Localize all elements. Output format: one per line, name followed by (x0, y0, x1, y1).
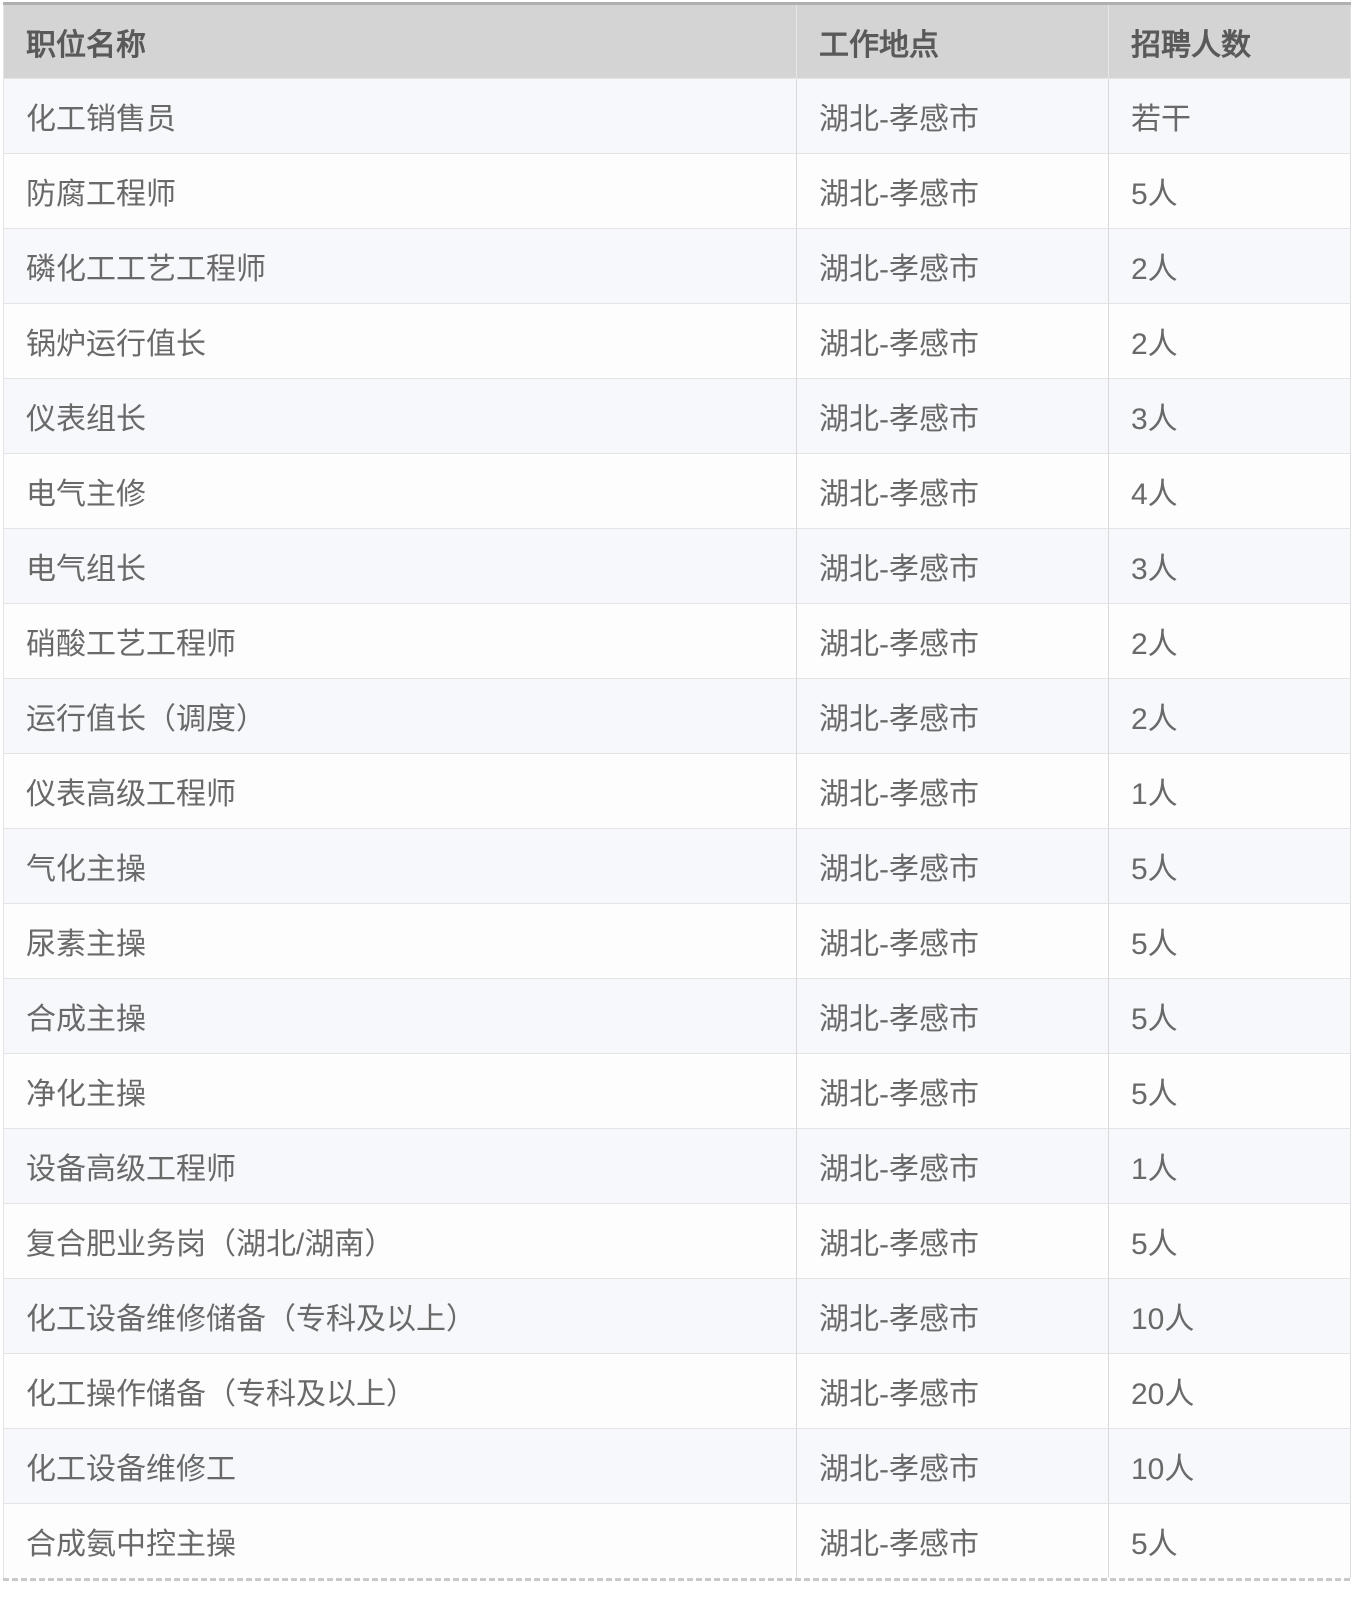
column-header-position: 职位名称 (3, 3, 797, 79)
table-row[interactable]: 运行值长（调度） 湖北-孝感市 2人 (3, 678, 1351, 754)
headcount-cell: 5人 (1108, 1203, 1351, 1279)
table-row[interactable]: 合成氨中控主操 湖北-孝感市 5人 (3, 1503, 1351, 1578)
headcount-cell: 2人 (1108, 228, 1351, 304)
location-cell: 湖北-孝感市 (796, 1203, 1109, 1279)
headcount-cell: 1人 (1108, 1128, 1351, 1204)
position-cell: 仪表组长 (3, 378, 797, 454)
headcount-cell: 2人 (1108, 678, 1351, 754)
table-header-row: 职位名称 工作地点 招聘人数 (3, 3, 1351, 79)
position-cell: 合成氨中控主操 (3, 1503, 797, 1578)
table-row[interactable]: 气化主操 湖北-孝感市 5人 (3, 828, 1351, 904)
headcount-cell: 5人 (1108, 1503, 1351, 1578)
location-cell: 湖北-孝感市 (796, 1053, 1109, 1129)
location-cell: 湖北-孝感市 (796, 378, 1109, 454)
job-table: 职位名称 工作地点 招聘人数 化工销售员 湖北-孝感市 若干 防腐工程师 湖北-孝感市 5… (3, 2, 1351, 1578)
location-cell: 湖北-孝感市 (796, 303, 1109, 379)
position-cell: 化工销售员 (3, 78, 797, 154)
position-cell: 运行值长（调度） (3, 678, 797, 754)
table-row[interactable]: 化工销售员 湖北-孝感市 若干 (3, 78, 1351, 154)
position-cell: 合成主操 (3, 978, 797, 1054)
location-cell: 湖北-孝感市 (796, 678, 1109, 754)
table-row[interactable]: 合成主操 湖北-孝感市 5人 (3, 978, 1351, 1054)
location-cell: 湖北-孝感市 (796, 978, 1109, 1054)
headcount-cell: 5人 (1108, 978, 1351, 1054)
headcount-cell: 20人 (1108, 1353, 1351, 1429)
headcount-cell: 2人 (1108, 303, 1351, 379)
job-table-container: 职位名称 工作地点 招聘人数 化工销售员 湖北-孝感市 若干 防腐工程师 湖北-孝感市 5… (3, 2, 1351, 1581)
position-cell: 设备高级工程师 (3, 1128, 797, 1204)
location-cell: 湖北-孝感市 (796, 1128, 1109, 1204)
table-row[interactable]: 仪表高级工程师 湖北-孝感市 1人 (3, 753, 1351, 829)
location-cell: 湖北-孝感市 (796, 828, 1109, 904)
location-cell: 湖北-孝感市 (796, 1278, 1109, 1354)
location-cell: 湖北-孝感市 (796, 528, 1109, 604)
position-cell: 化工操作储备（专科及以上） (3, 1353, 797, 1429)
position-cell: 尿素主操 (3, 903, 797, 979)
headcount-cell: 3人 (1108, 528, 1351, 604)
location-cell: 湖北-孝感市 (796, 1353, 1109, 1429)
headcount-cell: 若干 (1108, 78, 1351, 154)
headcount-cell: 10人 (1108, 1278, 1351, 1354)
headcount-cell: 5人 (1108, 828, 1351, 904)
headcount-cell: 5人 (1108, 1053, 1351, 1129)
table-row[interactable]: 净化主操 湖北-孝感市 5人 (3, 1053, 1351, 1129)
position-cell: 净化主操 (3, 1053, 797, 1129)
position-cell: 磷化工工艺工程师 (3, 228, 797, 304)
position-cell: 仪表高级工程师 (3, 753, 797, 829)
position-cell: 防腐工程师 (3, 153, 797, 229)
headcount-cell: 5人 (1108, 153, 1351, 229)
table-row[interactable]: 化工设备维修工 湖北-孝感市 10人 (3, 1428, 1351, 1504)
location-cell: 湖北-孝感市 (796, 153, 1109, 229)
table-row[interactable]: 电气组长 湖北-孝感市 3人 (3, 528, 1351, 604)
position-cell: 化工设备维修工 (3, 1428, 797, 1504)
table-row[interactable]: 硝酸工艺工程师 湖北-孝感市 2人 (3, 603, 1351, 679)
location-cell: 湖北-孝感市 (796, 903, 1109, 979)
table-row[interactable]: 尿素主操 湖北-孝感市 5人 (3, 903, 1351, 979)
headcount-cell: 5人 (1108, 903, 1351, 979)
column-header-location: 工作地点 (796, 3, 1109, 79)
location-cell: 湖北-孝感市 (796, 78, 1109, 154)
table-row[interactable]: 化工操作储备（专科及以上） 湖北-孝感市 20人 (3, 1353, 1351, 1429)
location-cell: 湖北-孝感市 (796, 1503, 1109, 1578)
table-row[interactable]: 磷化工工艺工程师 湖北-孝感市 2人 (3, 228, 1351, 304)
headcount-cell: 1人 (1108, 753, 1351, 829)
table-row[interactable]: 化工设备维修储备（专科及以上） 湖北-孝感市 10人 (3, 1278, 1351, 1354)
column-header-headcount: 招聘人数 (1108, 3, 1351, 79)
headcount-cell: 2人 (1108, 603, 1351, 679)
position-cell: 复合肥业务岗（湖北/湖南） (3, 1203, 797, 1279)
table-row[interactable]: 锅炉运行值长 湖北-孝感市 2人 (3, 303, 1351, 379)
position-cell: 锅炉运行值长 (3, 303, 797, 379)
headcount-cell: 10人 (1108, 1428, 1351, 1504)
table-row[interactable]: 防腐工程师 湖北-孝感市 5人 (3, 153, 1351, 229)
position-cell: 气化主操 (3, 828, 797, 904)
location-cell: 湖北-孝感市 (796, 228, 1109, 304)
position-cell: 化工设备维修储备（专科及以上） (3, 1278, 797, 1354)
location-cell: 湖北-孝感市 (796, 753, 1109, 829)
position-cell: 电气组长 (3, 528, 797, 604)
position-cell: 电气主修 (3, 453, 797, 529)
table-row[interactable]: 仪表组长 湖北-孝感市 3人 (3, 378, 1351, 454)
location-cell: 湖北-孝感市 (796, 1428, 1109, 1504)
location-cell: 湖北-孝感市 (796, 453, 1109, 529)
table-row[interactable]: 电气主修 湖北-孝感市 4人 (3, 453, 1351, 529)
location-cell: 湖北-孝感市 (796, 603, 1109, 679)
headcount-cell: 3人 (1108, 378, 1351, 454)
table-row[interactable]: 复合肥业务岗（湖北/湖南） 湖北-孝感市 5人 (3, 1203, 1351, 1279)
headcount-cell: 4人 (1108, 453, 1351, 529)
position-cell: 硝酸工艺工程师 (3, 603, 797, 679)
table-row[interactable]: 设备高级工程师 湖北-孝感市 1人 (3, 1128, 1351, 1204)
